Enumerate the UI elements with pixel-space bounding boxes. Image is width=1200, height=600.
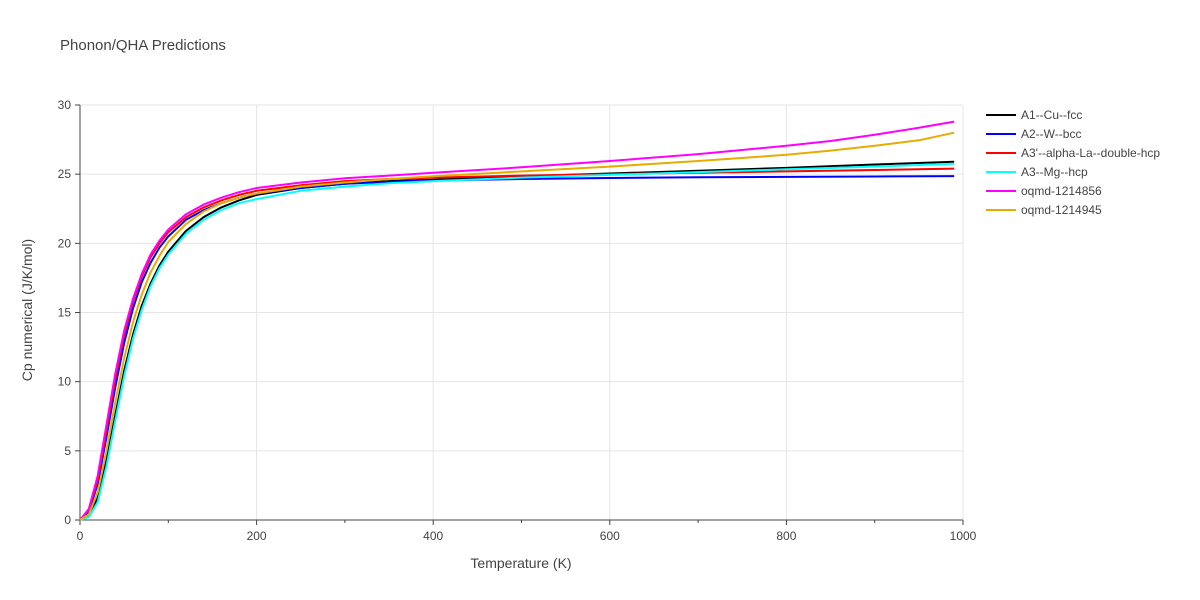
y-tick-label: 5 [64,444,71,458]
series-line-5 [79,120,955,521]
y-tick-label: 0 [64,513,71,527]
plot-area [79,120,955,521]
x-tick-label: 0 [77,529,84,543]
legend-label-4: A3--Mg--hcp [1021,165,1088,179]
y-tick-label: 15 [58,306,72,320]
series-line-3 [79,167,955,521]
legend-label-2: A2--W--bcc [1021,127,1081,141]
y-axis-label: Cp numerical (J/K/mol) [19,239,35,381]
y-tick-label: 10 [58,375,72,389]
legend-label-5: oqmd-1214856 [1021,184,1102,198]
legend-label-6: oqmd-1214945 [1021,203,1102,217]
x-tick-label: 600 [600,529,620,543]
legend-label-3: A3'--alpha-La--double-hcp [1021,146,1160,160]
x-tick-label: 800 [776,529,796,543]
series-line-6 [79,131,955,521]
legend: A1--Cu--fcc A2--W--bcc A3'--alpha-La--doub… [986,108,1160,217]
x-tick-label: 400 [423,529,443,543]
series-line-2 [79,175,955,521]
x-tick-label: 200 [247,529,267,543]
series-line-4 [79,162,955,521]
legend-label-1: A1--Cu--fcc [1021,108,1082,122]
y-tick-label: 25 [58,167,72,181]
x-axis-label: Temperature (K) [470,555,571,571]
y-tick-label: 20 [58,236,72,250]
y-tick-label: 30 [58,98,72,112]
chart-title: Phonon/QHA Predictions [60,37,226,54]
axes: 0 200 400 600 800 1000 0 5 10 15 20 25 30 [58,98,977,543]
x-tick-label: 1000 [950,529,977,543]
